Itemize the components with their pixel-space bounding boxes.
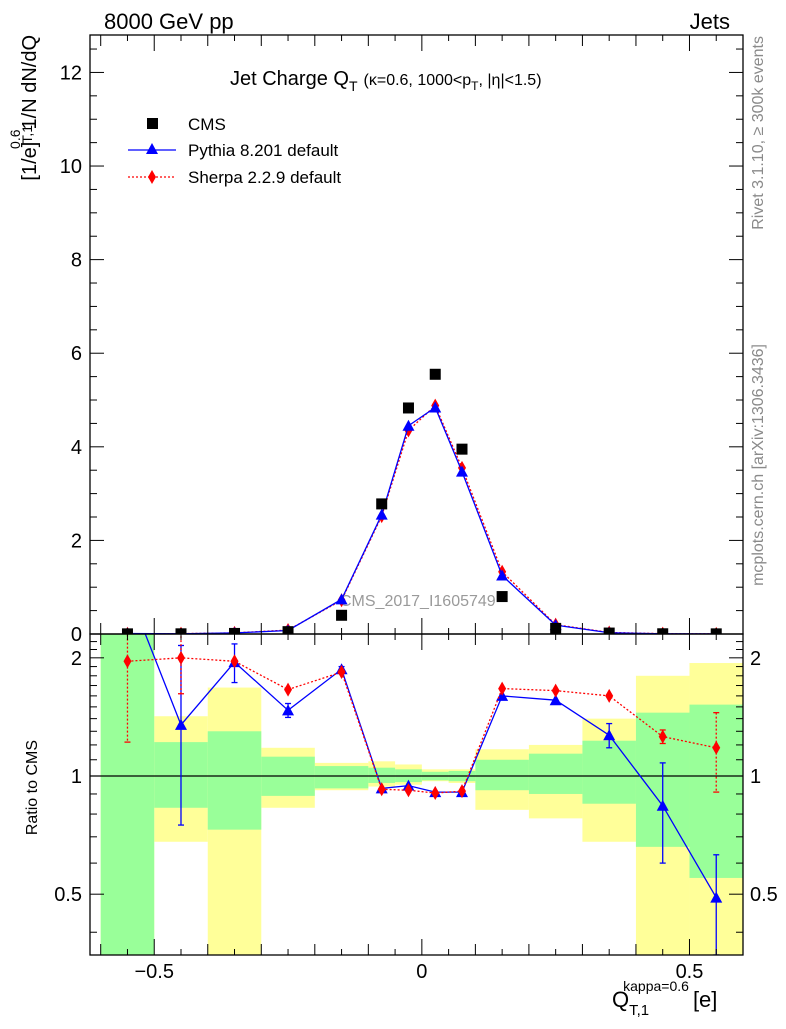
ratio-point-0-13 <box>710 891 723 903</box>
ratio-point-1-11 <box>605 688 614 703</box>
ratio-point-1-0 <box>123 654 132 669</box>
ratio-ytick-label-1: 1 <box>71 766 82 788</box>
ratio-series-1 <box>123 634 721 801</box>
band-inner-4 <box>314 766 369 789</box>
main-point-0-9 <box>496 591 508 603</box>
ratio-point-1-4 <box>337 665 346 680</box>
energy-label: 8000 GeV pp <box>104 9 234 34</box>
ratio-point-1-5 <box>377 782 386 797</box>
ratio-point-1-6 <box>404 783 413 798</box>
title-detail-a: (κ=0.6, 1000<p <box>364 72 472 89</box>
main-point-1-9 <box>496 569 509 581</box>
main-point-1-5 <box>375 508 388 520</box>
legend-marker-sherpa <box>148 170 156 184</box>
x-axis-label: QT,1 kappa=0.6[e] <box>612 978 717 1019</box>
title-detail-sub: T <box>471 79 479 93</box>
main-ytick-label-1: 2 <box>71 530 82 552</box>
ratio-ytick-label-right-1: 1 <box>750 766 761 788</box>
main-line-1 <box>127 406 717 634</box>
main-point-1-7 <box>429 401 442 413</box>
ratio-point-0-12 <box>656 799 669 811</box>
title-detail-b: , |η|<1.5) <box>479 72 542 89</box>
band-inner-11 <box>582 740 636 804</box>
analysis-watermark: CMS_2017_I1605749 <box>340 593 496 610</box>
ratio-y-axis-label: Ratio to CMS <box>24 740 41 835</box>
band-inner-2 <box>207 731 262 830</box>
x-label-sup: kappa=0.6 <box>623 978 689 994</box>
ratio-ytick-label-right-0: 0.5 <box>750 884 778 906</box>
ratio-point-0-0 <box>121 583 133 594</box>
title-prefix: Jet Charge Q <box>230 68 349 90</box>
ratio-ytick-label-0: 0.5 <box>54 884 82 906</box>
main-point-0-7 <box>429 368 441 380</box>
main-ytick-label-2: 4 <box>71 437 82 459</box>
main-ytick-label-6: 12 <box>60 62 82 84</box>
ratio-point-1-7 <box>431 786 440 801</box>
uncertainty-bands <box>100 634 743 955</box>
band-inner-10 <box>528 753 583 794</box>
mcplots-label: mcplots.cern.ch [arXiv:1306.3436] <box>750 344 767 586</box>
band-inner-9 <box>475 759 529 791</box>
x-label-unit: [e] <box>693 987 717 1012</box>
ratio-point-1-1 <box>176 650 185 665</box>
ratio-point-0-1 <box>174 718 187 730</box>
legend-label-pythia: Pythia 8.201 default <box>188 141 339 160</box>
legend: CMS Pythia 8.201 default Sherpa 2.2.9 de… <box>128 115 341 187</box>
ratio-point-1-13 <box>712 740 721 755</box>
main-point-1-4 <box>335 593 348 605</box>
x-tick-label-1: 0 <box>416 961 427 983</box>
band-inner-0 <box>100 634 155 955</box>
main-point-0-4 <box>336 609 348 621</box>
main-ytick-label-4: 8 <box>71 250 82 272</box>
legend-label-sherpa: Sherpa 2.2.9 default <box>188 168 341 187</box>
ratio-point-1-3 <box>284 682 293 697</box>
category-label: Jets <box>690 9 730 34</box>
main-point-1-8 <box>455 465 468 477</box>
main-point-0-6 <box>402 402 414 414</box>
ratio-panel <box>89 583 744 956</box>
main-frame <box>89 34 744 635</box>
main-ytick-label-5: 10 <box>60 156 82 178</box>
main-point-0-8 <box>456 443 468 455</box>
ratio-series-group <box>121 583 723 955</box>
legend-marker-cms <box>147 118 158 129</box>
y-label-sub: T,1 <box>19 125 35 144</box>
y-label-sup: 0.6 <box>7 129 23 149</box>
ratio-point-0-11 <box>603 729 616 741</box>
main-point-0-5 <box>376 498 388 510</box>
ratio-ytick-label-right-2: 2 <box>750 648 761 670</box>
title-prefix-sub: T <box>349 78 358 94</box>
ratio-point-1-9 <box>498 681 507 696</box>
main-ytick-label-3: 6 <box>71 343 82 365</box>
x-label-sub: T,1 <box>629 1002 649 1019</box>
ratio-point-1-2 <box>230 654 239 669</box>
rivet-label: Rivet 3.1.10, ≥ 300k events <box>750 36 767 230</box>
legend-label-cms: CMS <box>188 115 226 134</box>
ratio-line-0 <box>144 634 717 898</box>
main-y-axis-label: [1/e]T,10.61/N dN/dQ <box>7 35 41 181</box>
ratio-line-1 <box>127 657 717 794</box>
main-title: Jet Charge QT (κ=0.6, 1000<pT, |η|<1.5) <box>230 68 542 94</box>
ratio-ytick-label-2: 2 <box>71 648 82 670</box>
legend-marker-pythia <box>146 143 158 154</box>
main-point-1-6 <box>402 419 415 431</box>
y-label-unit: [1/e] <box>19 142 41 181</box>
ratio-point-0-10 <box>549 694 562 706</box>
y-label-base: 1/N dN/dQ <box>19 35 41 129</box>
ratio-point-1-10 <box>551 683 560 698</box>
band-inner-5 <box>368 767 396 783</box>
ratio-point-1-8 <box>457 784 466 799</box>
ratio-point-1-12 <box>658 729 667 744</box>
ratio-point-0-3 <box>282 704 295 716</box>
x-label-base: Q <box>612 987 629 1012</box>
x-tick-label-2: 0.5 <box>676 961 704 983</box>
x-tick-label-0: −0.5 <box>134 961 173 983</box>
main-ytick-label-0: 0 <box>71 624 82 646</box>
